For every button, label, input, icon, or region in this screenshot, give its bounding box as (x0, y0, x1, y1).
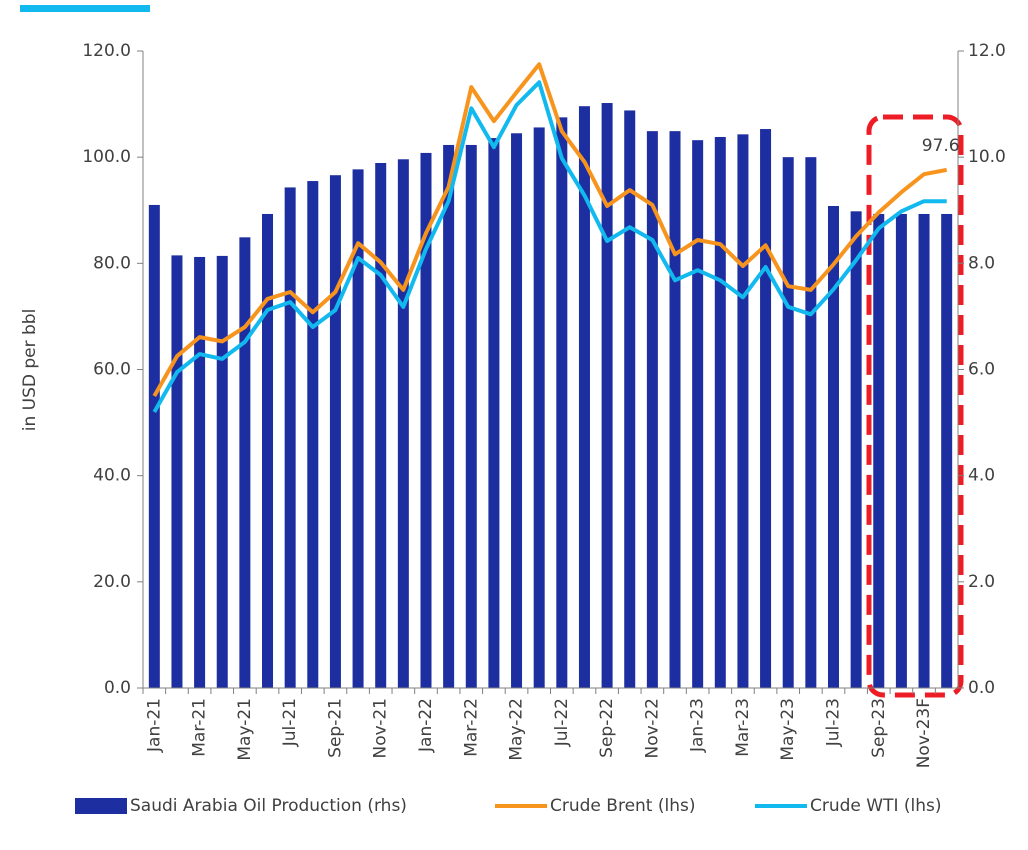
x-tick-label: May-22 (507, 698, 527, 761)
x-tick-label: Jul-23 (823, 698, 843, 747)
bar (511, 133, 523, 688)
bar (307, 181, 319, 688)
legend-label: Saudi Arabia Oil Production (rhs) (130, 796, 407, 816)
x-tick-label: Sep-22 (597, 698, 617, 758)
x-tick-label: Jan-22 (416, 698, 436, 753)
x-tick-label: May-23 (778, 698, 798, 761)
x-tick-label: Sep-21 (325, 698, 345, 758)
y2-tick-label: 4.0 (968, 466, 995, 486)
line (152, 80, 947, 413)
forecast-highlight (866, 114, 964, 698)
y-tick-label: 100.0 (82, 147, 131, 167)
bar (895, 213, 907, 689)
bar (533, 127, 545, 688)
bar (669, 131, 681, 689)
y-tick-label: 40.0 (93, 466, 131, 486)
bar (760, 129, 772, 689)
bar (692, 140, 704, 688)
bar (352, 169, 364, 688)
x-tick-label: Jul-22 (552, 698, 572, 747)
legend-label: Crude Brent (lhs) (550, 796, 696, 816)
line (152, 62, 948, 397)
bar (262, 213, 274, 689)
bar (171, 255, 183, 688)
y-tick-label: 20.0 (93, 572, 131, 592)
bar (420, 152, 432, 689)
bar (714, 136, 726, 688)
legend-swatch (75, 798, 127, 814)
y2-tick-label: 8.0 (968, 253, 995, 273)
bar (488, 138, 500, 689)
bar (827, 206, 839, 688)
x-tick-label: May-21 (235, 698, 255, 761)
legend: Saudi Arabia Oil Production (rhs) Crude B… (75, 796, 942, 816)
y-tick-label: 120.0 (82, 41, 131, 61)
y2-tick-label: 6.0 (968, 360, 995, 380)
bar (646, 131, 658, 689)
bar (782, 157, 794, 688)
x-tick-label: Nov-22 (642, 698, 662, 759)
y-axis-title: in USD per bbl (20, 309, 40, 432)
bar (601, 103, 613, 688)
x-tick-label: Mar-22 (461, 698, 481, 757)
bar (941, 213, 953, 689)
x-tick-label: Mar-23 (733, 698, 753, 757)
bar (918, 213, 930, 689)
x-tick-label: Nov-23F (914, 698, 934, 768)
bar (578, 106, 590, 688)
bar (397, 159, 409, 689)
bar (624, 110, 636, 689)
y-tick-label: 80.0 (93, 253, 131, 273)
y-tick-label: 60.0 (93, 360, 131, 380)
legend-label: Crude WTI (lhs) (810, 796, 942, 816)
bar (216, 255, 228, 688)
bar (239, 237, 251, 688)
bar (850, 211, 862, 689)
x-tick-label: Jan-21 (144, 698, 164, 753)
x-tick-label: Jul-21 (280, 698, 300, 747)
header-accent (20, 5, 150, 12)
bar (465, 144, 477, 688)
y-tick-label: 0.0 (104, 678, 131, 698)
bar (375, 163, 387, 688)
y2-tick-label: 10.0 (968, 147, 1006, 167)
y2-tick-label: 0.0 (968, 678, 995, 698)
bar (873, 213, 885, 689)
bar (443, 144, 455, 688)
bar (737, 134, 749, 689)
data-label: 97.6 (922, 136, 960, 156)
bar (556, 117, 568, 688)
x-tick-label: Sep-23 (869, 698, 889, 758)
bar (148, 204, 160, 689)
bar (329, 175, 341, 689)
x-tick-label: Mar-21 (190, 698, 210, 757)
bar (805, 157, 817, 688)
x-tick-label: Jan-23 (688, 698, 708, 753)
y2-tick-label: 2.0 (968, 572, 995, 592)
bar (194, 256, 206, 688)
x-tick-label: Nov-21 (371, 698, 391, 759)
bar (284, 187, 296, 688)
y2-tick-label: 12.0 (968, 41, 1006, 61)
